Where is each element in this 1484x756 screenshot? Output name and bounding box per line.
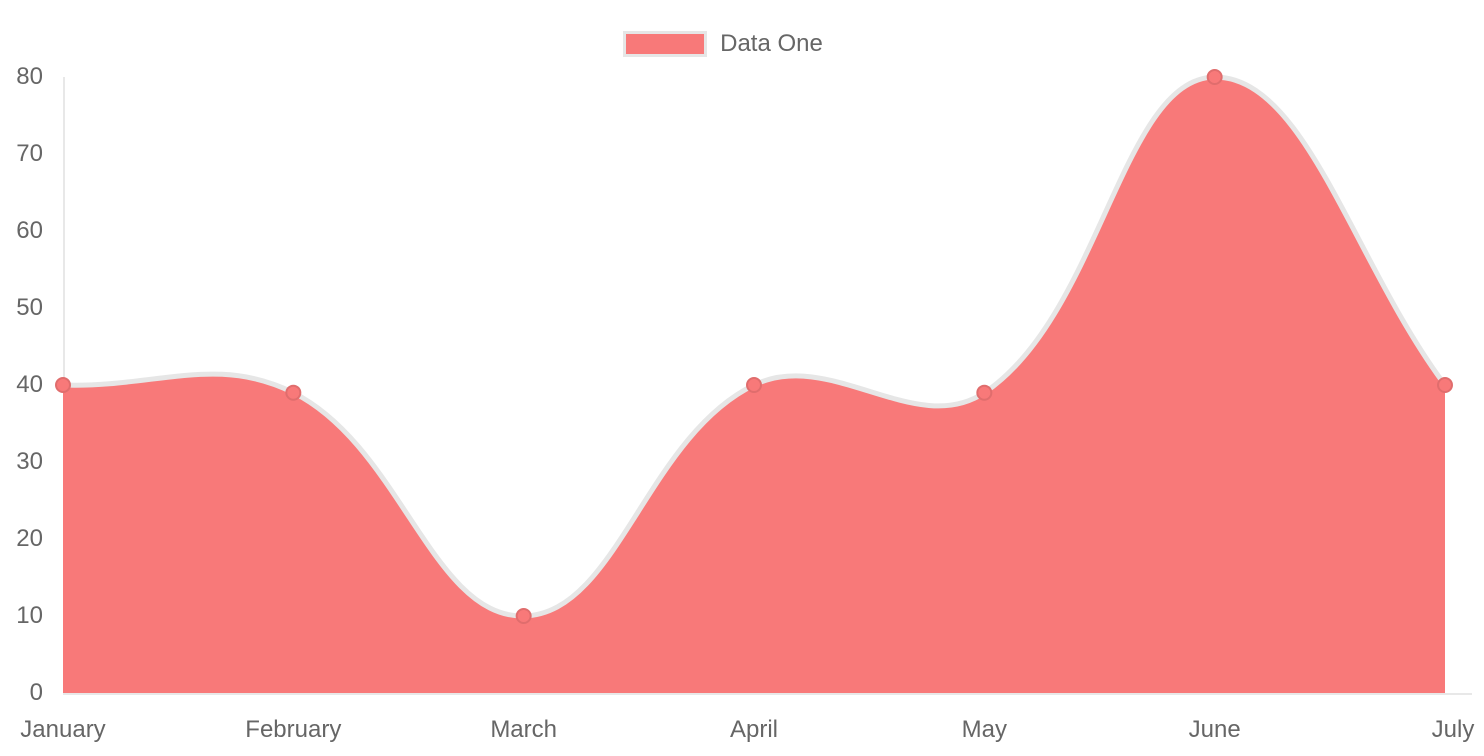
y-tick-label: 60 <box>16 217 43 244</box>
x-tick-label: June <box>1188 716 1241 743</box>
data-point[interactable] <box>285 384 302 401</box>
y-tick-label: 0 <box>29 679 43 706</box>
data-point[interactable] <box>55 377 71 393</box>
x-tick-label: March <box>490 716 557 743</box>
x-tick-label: May <box>961 716 1007 743</box>
x-tick-label: February <box>245 716 342 743</box>
data-point[interactable] <box>976 384 993 401</box>
legend-label: Data One <box>720 30 823 57</box>
x-tick-label: January <box>20 716 106 743</box>
y-tick-label: 20 <box>16 525 43 552</box>
y-tick-label: 80 <box>16 63 43 90</box>
y-tick-label: 70 <box>16 140 43 167</box>
y-tick-label: 40 <box>16 371 43 398</box>
data-point[interactable] <box>746 377 762 393</box>
y-tick-label: 10 <box>16 602 43 629</box>
legend-swatch <box>623 31 708 57</box>
data-point[interactable] <box>515 608 532 624</box>
y-tick-label: 50 <box>16 294 43 321</box>
data-point[interactable] <box>1437 377 1453 393</box>
x-tick-label: April <box>729 716 778 743</box>
data-point[interactable] <box>1206 69 1223 85</box>
x-tick-label: July <box>1431 716 1475 743</box>
legend-item[interactable]: Data One <box>0 31 1465 57</box>
y-tick-label: 30 <box>16 448 43 475</box>
